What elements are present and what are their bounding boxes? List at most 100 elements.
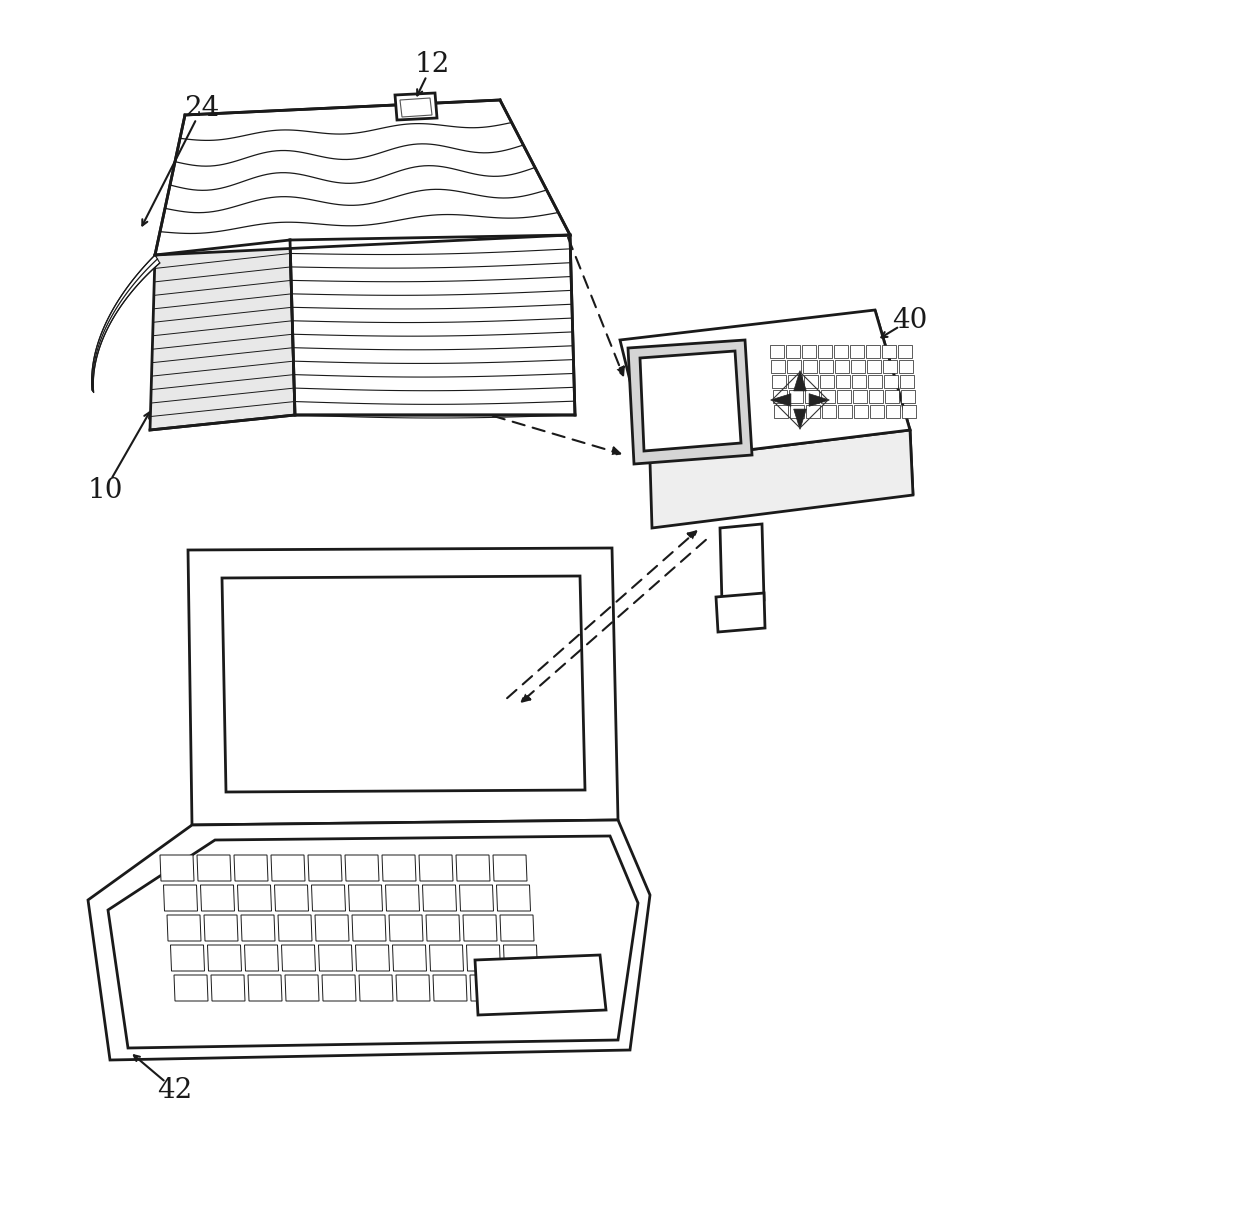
Polygon shape <box>868 375 882 388</box>
Polygon shape <box>470 975 503 1001</box>
Polygon shape <box>883 360 897 374</box>
Polygon shape <box>272 856 305 881</box>
Text: 40: 40 <box>893 306 928 334</box>
Polygon shape <box>771 360 785 374</box>
Polygon shape <box>794 410 806 429</box>
Polygon shape <box>808 394 830 406</box>
Polygon shape <box>285 975 319 1001</box>
Polygon shape <box>884 375 898 388</box>
Polygon shape <box>278 915 312 941</box>
Polygon shape <box>475 956 606 1015</box>
Polygon shape <box>885 390 899 402</box>
Polygon shape <box>820 375 835 388</box>
Polygon shape <box>787 360 801 374</box>
Text: 12: 12 <box>414 52 450 78</box>
Polygon shape <box>360 975 393 1001</box>
Polygon shape <box>849 345 864 358</box>
Polygon shape <box>356 945 389 971</box>
Polygon shape <box>866 345 880 358</box>
Polygon shape <box>92 255 160 393</box>
Polygon shape <box>466 945 501 971</box>
Polygon shape <box>164 884 197 911</box>
Polygon shape <box>804 375 818 388</box>
Polygon shape <box>241 915 275 941</box>
Polygon shape <box>427 915 460 941</box>
Polygon shape <box>419 856 453 881</box>
Polygon shape <box>901 390 915 402</box>
Polygon shape <box>773 390 787 402</box>
Polygon shape <box>640 351 742 451</box>
Polygon shape <box>715 593 765 631</box>
Polygon shape <box>838 405 852 418</box>
Polygon shape <box>160 856 193 881</box>
Polygon shape <box>804 360 817 374</box>
Polygon shape <box>290 235 575 415</box>
Polygon shape <box>429 945 464 971</box>
Polygon shape <box>786 345 800 358</box>
Polygon shape <box>274 884 309 911</box>
Polygon shape <box>875 310 913 495</box>
Polygon shape <box>821 390 835 402</box>
Polygon shape <box>789 390 804 402</box>
Polygon shape <box>433 975 467 1001</box>
Polygon shape <box>898 345 911 358</box>
Polygon shape <box>650 430 913 528</box>
Polygon shape <box>627 340 751 464</box>
Polygon shape <box>899 360 913 374</box>
Polygon shape <box>248 975 281 1001</box>
Polygon shape <box>205 915 238 941</box>
Polygon shape <box>401 98 432 117</box>
Polygon shape <box>790 405 804 418</box>
Polygon shape <box>882 345 897 358</box>
Polygon shape <box>818 360 833 374</box>
Polygon shape <box>322 975 356 1001</box>
Polygon shape <box>503 945 537 971</box>
Polygon shape <box>88 819 650 1060</box>
Polygon shape <box>155 100 570 255</box>
Polygon shape <box>836 375 849 388</box>
Polygon shape <box>238 884 272 911</box>
Polygon shape <box>770 345 784 358</box>
Text: 42: 42 <box>157 1076 192 1104</box>
Polygon shape <box>496 884 531 911</box>
Polygon shape <box>348 884 382 911</box>
Polygon shape <box>222 576 585 792</box>
Polygon shape <box>901 405 916 418</box>
Polygon shape <box>423 884 456 911</box>
Polygon shape <box>802 345 816 358</box>
Polygon shape <box>197 856 231 881</box>
Polygon shape <box>311 884 346 911</box>
Polygon shape <box>837 390 851 402</box>
Polygon shape <box>794 371 806 390</box>
Polygon shape <box>887 405 900 418</box>
Polygon shape <box>770 394 791 406</box>
Polygon shape <box>281 945 315 971</box>
Polygon shape <box>393 945 427 971</box>
Polygon shape <box>822 405 836 418</box>
Polygon shape <box>315 915 348 941</box>
Polygon shape <box>308 856 342 881</box>
Polygon shape <box>389 915 423 941</box>
Polygon shape <box>835 345 848 358</box>
Polygon shape <box>805 390 818 402</box>
Polygon shape <box>507 975 541 1001</box>
Polygon shape <box>835 360 849 374</box>
Polygon shape <box>460 884 494 911</box>
Polygon shape <box>869 390 883 402</box>
Polygon shape <box>234 856 268 881</box>
Polygon shape <box>171 945 205 971</box>
Polygon shape <box>463 915 497 941</box>
Polygon shape <box>345 856 379 881</box>
Text: 10: 10 <box>87 476 123 504</box>
Polygon shape <box>773 375 786 388</box>
Polygon shape <box>174 975 208 1001</box>
Polygon shape <box>774 405 787 418</box>
Polygon shape <box>500 915 534 941</box>
Polygon shape <box>396 975 430 1001</box>
Polygon shape <box>352 915 386 941</box>
Polygon shape <box>167 915 201 941</box>
Polygon shape <box>853 390 867 402</box>
Polygon shape <box>900 375 914 388</box>
Polygon shape <box>244 945 279 971</box>
Polygon shape <box>396 93 436 120</box>
